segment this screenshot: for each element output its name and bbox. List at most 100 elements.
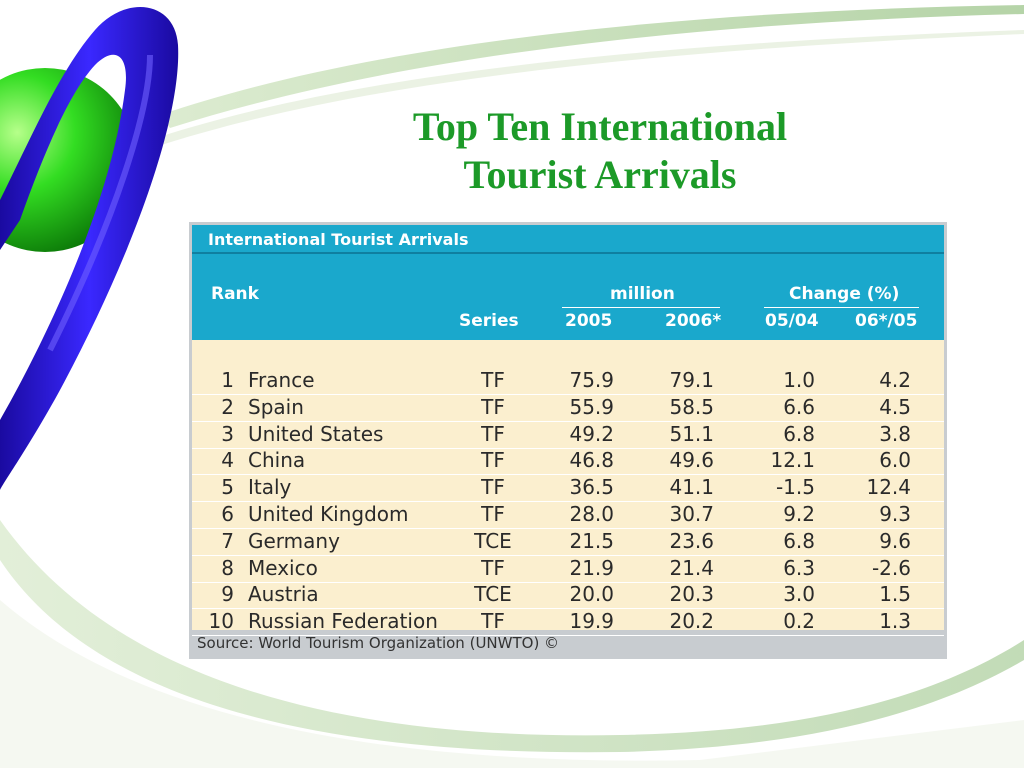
cell-ch0605: 4.5 [879,394,911,419]
table-row: 9 Austria TCE 20.0 20.3 3.0 1.5 [192,581,944,610]
cell-ch0504: 3.0 [783,582,815,607]
cell-country: United States [248,421,384,446]
cell-ch0504: 12.1 [770,448,815,473]
table-row: 1 France TF 75.9 79.1 1.0 4.2 [192,367,944,395]
cell-country: Germany [248,528,340,553]
slide-title-line-1: Top Ten International [412,104,788,149]
cell-y2005: 21.5 [569,528,614,553]
cell-rank: 2 [221,394,234,419]
cell-ch0504: 6.8 [783,421,815,446]
cell-series: TF [481,448,505,473]
blue-ring-icon [0,7,179,490]
table-row: 2 Spain TF 55.9 58.5 6.6 4.5 [192,394,944,422]
cell-country: Russian Federation [248,609,438,634]
cell-rank: 10 [208,609,234,634]
rank-header: Rank [211,284,259,304]
cell-country: Spain [248,394,304,419]
million-header: million [610,284,675,304]
arrivals-table: International Tourist Arrivals Rank mill… [189,222,947,659]
cell-y2005: 20.0 [569,582,614,607]
cell-country: China [248,448,306,473]
cell-y2006: 49.6 [669,448,714,473]
cell-series: TF [481,502,505,526]
cell-series: TF [481,368,505,392]
col-0605-header: 06*/05 [855,311,918,331]
cell-series: TF [481,555,505,580]
cell-y2005: 49.2 [569,421,614,446]
cell-country: Mexico [248,555,318,580]
cell-ch0605: 1.5 [879,582,911,607]
table-row: 4 China TF 46.8 49.6 12.1 6.0 [192,447,944,476]
cell-y2005: 75.9 [569,368,614,392]
cell-ch0504: 9.2 [783,502,815,526]
cell-y2005: 46.8 [569,448,614,473]
table-row: 6 United Kingdom TF 28.0 30.7 9.2 9.3 [192,501,944,529]
change-underline [764,307,919,308]
bottom-swoosh [0,520,1024,753]
cell-rank: 8 [221,555,234,580]
cell-y2006: 21.4 [669,555,714,580]
caption-divider [192,252,944,254]
table-row: 10 Russian Federation TF 19.9 20.2 0.2 1.3 [192,608,944,637]
cell-y2006: 41.1 [669,475,714,500]
cell-y2006: 79.1 [669,368,714,392]
cell-y2005: 21.9 [569,555,614,580]
cell-y2006: 30.7 [669,502,714,526]
cell-series: TF [481,475,505,500]
cell-ch0605: 9.3 [879,502,911,526]
cell-rank: 6 [221,502,234,526]
cell-series: TF [481,394,505,419]
cell-country: United Kingdom [248,502,409,526]
cell-ch0504: 6.8 [783,528,815,553]
cell-y2005: 28.0 [569,502,614,526]
series-header: Series [459,311,519,331]
cell-y2006: 20.2 [669,609,714,634]
cell-rank: 9 [221,582,234,607]
cell-ch0605: 9.6 [879,528,911,553]
cell-series: TF [481,609,505,634]
cell-y2006: 51.1 [669,421,714,446]
table-row: 5 Italy TF 36.5 41.1 -1.5 12.4 [192,474,944,503]
col-2006-header: 2006* [665,311,722,331]
cell-rank: 1 [221,368,234,392]
table-row: 3 United States TF 49.2 51.1 6.8 3.8 [192,421,944,449]
cell-y2005: 19.9 [569,609,614,634]
cell-ch0605: 3.8 [879,421,911,446]
table-body: 1 France TF 75.9 79.1 1.0 4.2 2 Spain TF 55.9 58.5 6… [192,340,944,637]
top-swoosh [160,5,1024,128]
slide-title: Top Ten International Tourist Arrivals [300,103,900,199]
million-underline [562,307,720,308]
cell-series: TCE [474,528,512,553]
cell-ch0605: 4.2 [879,368,911,392]
cell-ch0605: -2.6 [871,555,911,580]
source-note: Source: World Tourism Organization (UNWT… [197,634,560,652]
cell-rank: 7 [221,528,234,553]
cell-ch0605: 12.4 [866,475,911,500]
cell-ch0504: 1.0 [783,368,815,392]
table-row: 7 Germany TCE 21.5 23.6 6.8 9.6 [192,528,944,556]
cell-ch0504: -1.5 [775,475,815,500]
cell-ch0605: 1.3 [879,609,911,634]
cell-y2006: 20.3 [669,582,714,607]
cell-y2006: 23.6 [669,528,714,553]
table-caption: International Tourist Arrivals [208,230,469,249]
cell-country: Austria [248,582,319,607]
cell-country: Italy [248,475,292,500]
slide-title-line-2: Tourist Arrivals [463,152,737,197]
cell-rank: 5 [221,475,234,500]
cell-y2006: 58.5 [669,394,714,419]
cell-ch0504: 6.6 [783,394,815,419]
table-row: 8 Mexico TF 21.9 21.4 6.3 -2.6 [192,555,944,583]
change-header: Change (%) [789,284,900,304]
cell-y2005: 55.9 [569,394,614,419]
col-0504-header: 05/04 [765,311,819,331]
cell-y2005: 36.5 [569,475,614,500]
cell-series: TCE [474,582,512,607]
cell-rank: 3 [221,421,234,446]
col-2005-header: 2005 [565,311,613,331]
cell-country: France [248,368,315,392]
cell-ch0504: 6.3 [783,555,815,580]
cell-ch0605: 6.0 [879,448,911,473]
cell-rank: 4 [221,448,234,473]
